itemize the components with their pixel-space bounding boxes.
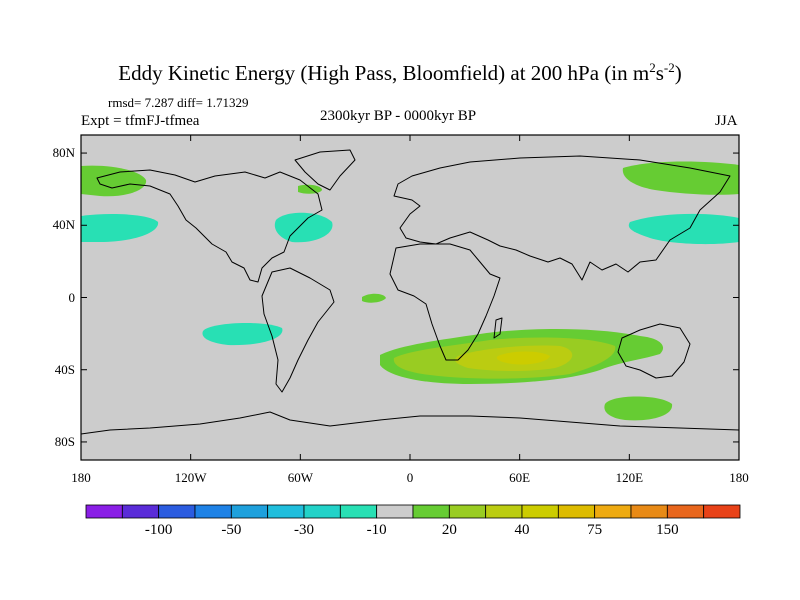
colorbar-box xyxy=(376,504,414,519)
yellow-region-southern-ocean xyxy=(496,351,550,365)
axis-ticks xyxy=(80,135,740,460)
plot-title: Eddy Kinetic Energy (High Pass, Bloomfie… xyxy=(118,60,682,85)
experiment-label: Expt = tfmFJ-tfmea xyxy=(81,113,200,129)
colorbar xyxy=(85,504,741,519)
colorbar-label: 150 xyxy=(656,522,679,538)
colorbar-box xyxy=(230,504,269,519)
coast-greenland xyxy=(294,149,356,191)
y-tick-label: 80N xyxy=(52,145,75,161)
colorbar-box xyxy=(448,504,487,519)
y-tick-label: 80S xyxy=(54,433,75,449)
anomaly-shading xyxy=(81,161,739,421)
teal-region-north-atlantic xyxy=(274,212,333,243)
colorbar-box xyxy=(303,504,341,519)
colorbar-box xyxy=(85,504,123,519)
coast-africa xyxy=(389,243,501,361)
colorbar-label: 40 xyxy=(514,522,530,538)
colorbar-box xyxy=(557,504,596,519)
time-period-label: 2300kyr BP - 0000kyr BP xyxy=(320,108,477,124)
green-region-south-of-australia xyxy=(604,396,673,421)
colorbar-box xyxy=(485,504,523,519)
colorbar-box xyxy=(703,504,741,519)
colorbar-label: -50 xyxy=(221,522,242,538)
y-tick-label: 40N xyxy=(52,217,75,233)
green-region-northeast-pacific xyxy=(81,165,147,197)
green-region-tropical-atlantic xyxy=(362,293,386,303)
colorbar-label: 20 xyxy=(441,522,457,538)
colorbar-box xyxy=(158,504,196,519)
teal-region-north-pacific-west xyxy=(81,214,159,242)
x-tick-label: 120E xyxy=(615,470,644,485)
colorbar-box xyxy=(630,504,668,519)
coast-madagascar xyxy=(493,317,503,339)
rmsd-diff-stats: rmsd= 7.287 diff= 1.71329 xyxy=(108,95,249,110)
colorbar-box xyxy=(412,504,450,519)
coast-south-america xyxy=(261,267,335,393)
x-tick-label: 60W xyxy=(287,470,313,485)
teal-region-south-pacific xyxy=(202,322,283,346)
x-tick-label: 60E xyxy=(509,470,531,485)
colorbar-box xyxy=(666,504,705,519)
colorbar-box xyxy=(194,504,232,519)
coast-australia xyxy=(617,323,691,379)
colorbar-box xyxy=(521,504,559,519)
coast-antarctica xyxy=(80,411,740,435)
colorbar-box xyxy=(339,504,378,519)
season-label: JJA xyxy=(715,113,738,129)
x-tick-label: 0 xyxy=(406,470,414,485)
colorbar-label: -10 xyxy=(366,522,387,538)
coast-eurasia xyxy=(393,155,731,281)
y-tick-label: 0 xyxy=(68,289,76,305)
coastlines xyxy=(80,149,740,435)
x-tick-label: 180 xyxy=(729,470,749,485)
colorbar-box xyxy=(594,504,632,519)
x-tick-label: 120W xyxy=(174,470,207,485)
colorbar-box xyxy=(267,504,305,519)
teal-region-northwest-pacific xyxy=(628,213,739,245)
colorbar-label: -30 xyxy=(294,522,314,538)
colorbar-label: 75 xyxy=(587,522,603,538)
colorbar-label: -100 xyxy=(144,522,173,538)
x-tick-label: 180 xyxy=(71,470,91,485)
colorbar-box xyxy=(121,504,160,519)
green-region-north-atlantic xyxy=(298,184,322,194)
y-tick-label: 40S xyxy=(54,361,75,377)
coast-north-america xyxy=(96,169,323,283)
green-region-northwest-pacific xyxy=(622,161,739,195)
